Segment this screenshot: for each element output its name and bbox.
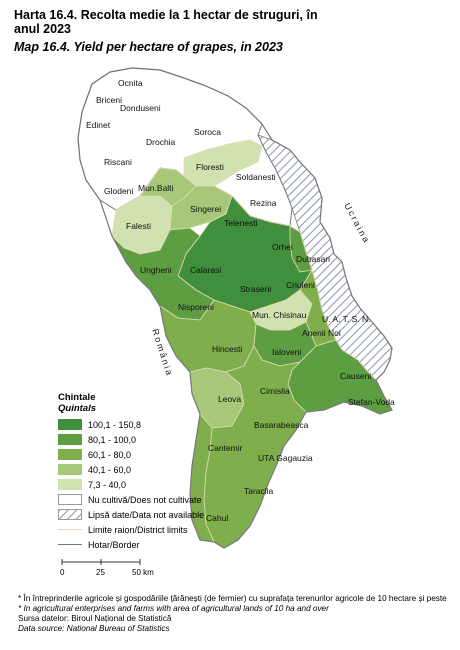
footnote-en: * In agricultural enterprises and farms … bbox=[18, 604, 329, 613]
region-label-floresti: Floresti bbox=[196, 162, 224, 172]
legend-swatch-no-cultivate bbox=[58, 494, 82, 505]
legend-row-class-1: 100,1 - 150,8 bbox=[58, 418, 298, 431]
scale-tick-50: 50 km bbox=[132, 568, 154, 577]
legend-label-district-limits: Limite raion/District limits bbox=[88, 524, 188, 535]
footnote-ro: * În întreprinderile agricole și gospodă… bbox=[18, 594, 447, 603]
legend: Chintale Quintals 100,1 - 150,8 80,1 - 10… bbox=[58, 392, 298, 553]
map-title-en: Map 16.4. Yield per hectare of grapes, i… bbox=[14, 40, 283, 54]
footnotes: * În întreprinderile agricole și gospodă… bbox=[18, 594, 448, 634]
region-label-ungheni: Ungheni bbox=[140, 265, 172, 275]
region-label-u-a-t-s-n-: U. A. T. S. N. bbox=[322, 314, 371, 324]
region-label-falesti: Falesti bbox=[126, 221, 151, 231]
legend-row-border: Hotar/Border bbox=[58, 538, 298, 551]
region-label-criuleni: Criuleni bbox=[286, 280, 315, 290]
legend-label-class-2: 80,1 - 100,0 bbox=[88, 434, 137, 445]
region-label-cahul: Cahul bbox=[206, 513, 228, 523]
region-label-glodeni: Glodeni bbox=[104, 186, 133, 196]
legend-classes: 100,1 - 150,8 80,1 - 100,0 60,1 - 80,0 40,1… bbox=[58, 418, 298, 491]
region-label-taraclia: Taraclia bbox=[244, 486, 274, 496]
legend-row-class-4: 40,1 - 60,0 bbox=[58, 463, 298, 476]
region-label-stefan-voda: Stefan-Voda bbox=[348, 397, 395, 407]
region-anenii-area bbox=[299, 268, 337, 347]
region-label-mun-chisinau: Mun. Chisinau bbox=[252, 310, 307, 320]
region-label-straseni: Straseni bbox=[240, 284, 271, 294]
region-label-mun-balti: Mun.Balti bbox=[138, 183, 174, 193]
country-border bbox=[77, 67, 393, 549]
region-label-cantemir: Cantemir bbox=[208, 443, 243, 453]
legend-swatch-class-2 bbox=[58, 434, 82, 445]
region-dubasari-area bbox=[289, 225, 313, 273]
legend-label-class-5: 7,3 - 40,0 bbox=[88, 479, 127, 490]
scale-tick-0: 0 bbox=[60, 568, 65, 577]
legend-label-no-cultivate: Nu cultivă/Does not cultivate bbox=[88, 494, 202, 505]
legend-row-no-data: Lipsă date/Data not available bbox=[58, 508, 298, 521]
legend-row-class-5: 7,3 - 40,0 bbox=[58, 478, 298, 491]
legend-row-no-cultivate: Nu cultivă/Does not cultivate bbox=[58, 493, 298, 506]
region-label-orhei: Orhei bbox=[272, 242, 293, 252]
map-title-ro: Harta 16.4. Recolta medie la 1 hectar de… bbox=[14, 8, 318, 36]
legend-title: Chintale bbox=[58, 392, 96, 403]
scale-bar: 0 25 50 km bbox=[60, 559, 154, 577]
region-label-hincesti: Hincesti bbox=[212, 344, 242, 354]
region-label-soldanesti: Soldanesti bbox=[236, 172, 276, 182]
region-label-calarasi: Calarasi bbox=[190, 265, 221, 275]
scale-tick-25: 25 bbox=[96, 568, 105, 577]
source-en: Data source: National Bureau of Statisti… bbox=[18, 624, 170, 633]
region-label-singerei: Singerei bbox=[190, 204, 221, 214]
legend-row-class-2: 80,1 - 100,0 bbox=[58, 433, 298, 446]
legend-label-class-1: 100,1 - 150,8 bbox=[88, 419, 142, 430]
legend-row-district-limits: Limite raion/District limits bbox=[58, 523, 298, 536]
region-label-drochia: Drochia bbox=[146, 137, 176, 147]
region-label-ocnita: Ocnita bbox=[118, 78, 143, 88]
legend-swatch-class-4 bbox=[58, 464, 82, 475]
region-label-anenii-noi: Anenii Noi bbox=[302, 328, 341, 338]
neighbor-ukraine-label: Ucraina bbox=[342, 201, 372, 245]
region-label-riscani: Riscani bbox=[104, 157, 132, 167]
region-label-briceni: Briceni bbox=[96, 95, 122, 105]
legend-swatch-border bbox=[58, 539, 82, 550]
legend-swatch-district-limits bbox=[58, 524, 82, 535]
legend-row-class-3: 60,1 - 80,0 bbox=[58, 448, 298, 461]
region-label-cimislia: Cimislia bbox=[260, 386, 290, 396]
legend-subtitle: Quintals bbox=[58, 403, 97, 414]
legend-label-class-4: 40,1 - 60,0 bbox=[88, 464, 132, 475]
region-label-uta-gagauzia: UTA Gagauzia bbox=[258, 453, 313, 463]
legend-label-class-3: 60,1 - 80,0 bbox=[88, 449, 132, 460]
region-label-telenesti: Telenesti bbox=[224, 218, 258, 228]
region-label-basarabeasca: Basarabeasca bbox=[254, 420, 309, 430]
region-label-edinet: Edinet bbox=[86, 120, 111, 130]
region-label-nisporeni: Nisporeni bbox=[178, 302, 214, 312]
region-label-donduseni: Donduseni bbox=[120, 103, 161, 113]
region-label-soroca: Soroca bbox=[194, 127, 221, 137]
legend-swatch-no-data bbox=[58, 509, 82, 520]
map-canvas: Ucraina România OcnitaBriceniEdinetDondu… bbox=[77, 67, 395, 549]
legend-swatch-class-3 bbox=[58, 449, 82, 460]
source-ro: Sursa datelor: Biroul Național de Statis… bbox=[18, 614, 172, 623]
legend-label-border: Hotar/Border bbox=[88, 539, 140, 550]
region-label-rezina: Rezina bbox=[250, 198, 277, 208]
region-label-ialoveni: Ialoveni bbox=[272, 347, 301, 357]
legend-swatch-class-1 bbox=[58, 419, 82, 430]
legend-swatch-class-5 bbox=[58, 479, 82, 490]
region-label-causeni: Causeni bbox=[340, 371, 371, 381]
region-label-dubasari: Dubasari bbox=[296, 254, 330, 264]
region-label-leova: Leova bbox=[218, 394, 241, 404]
legend-label-no-data: Lipsă date/Data not available bbox=[88, 509, 205, 520]
